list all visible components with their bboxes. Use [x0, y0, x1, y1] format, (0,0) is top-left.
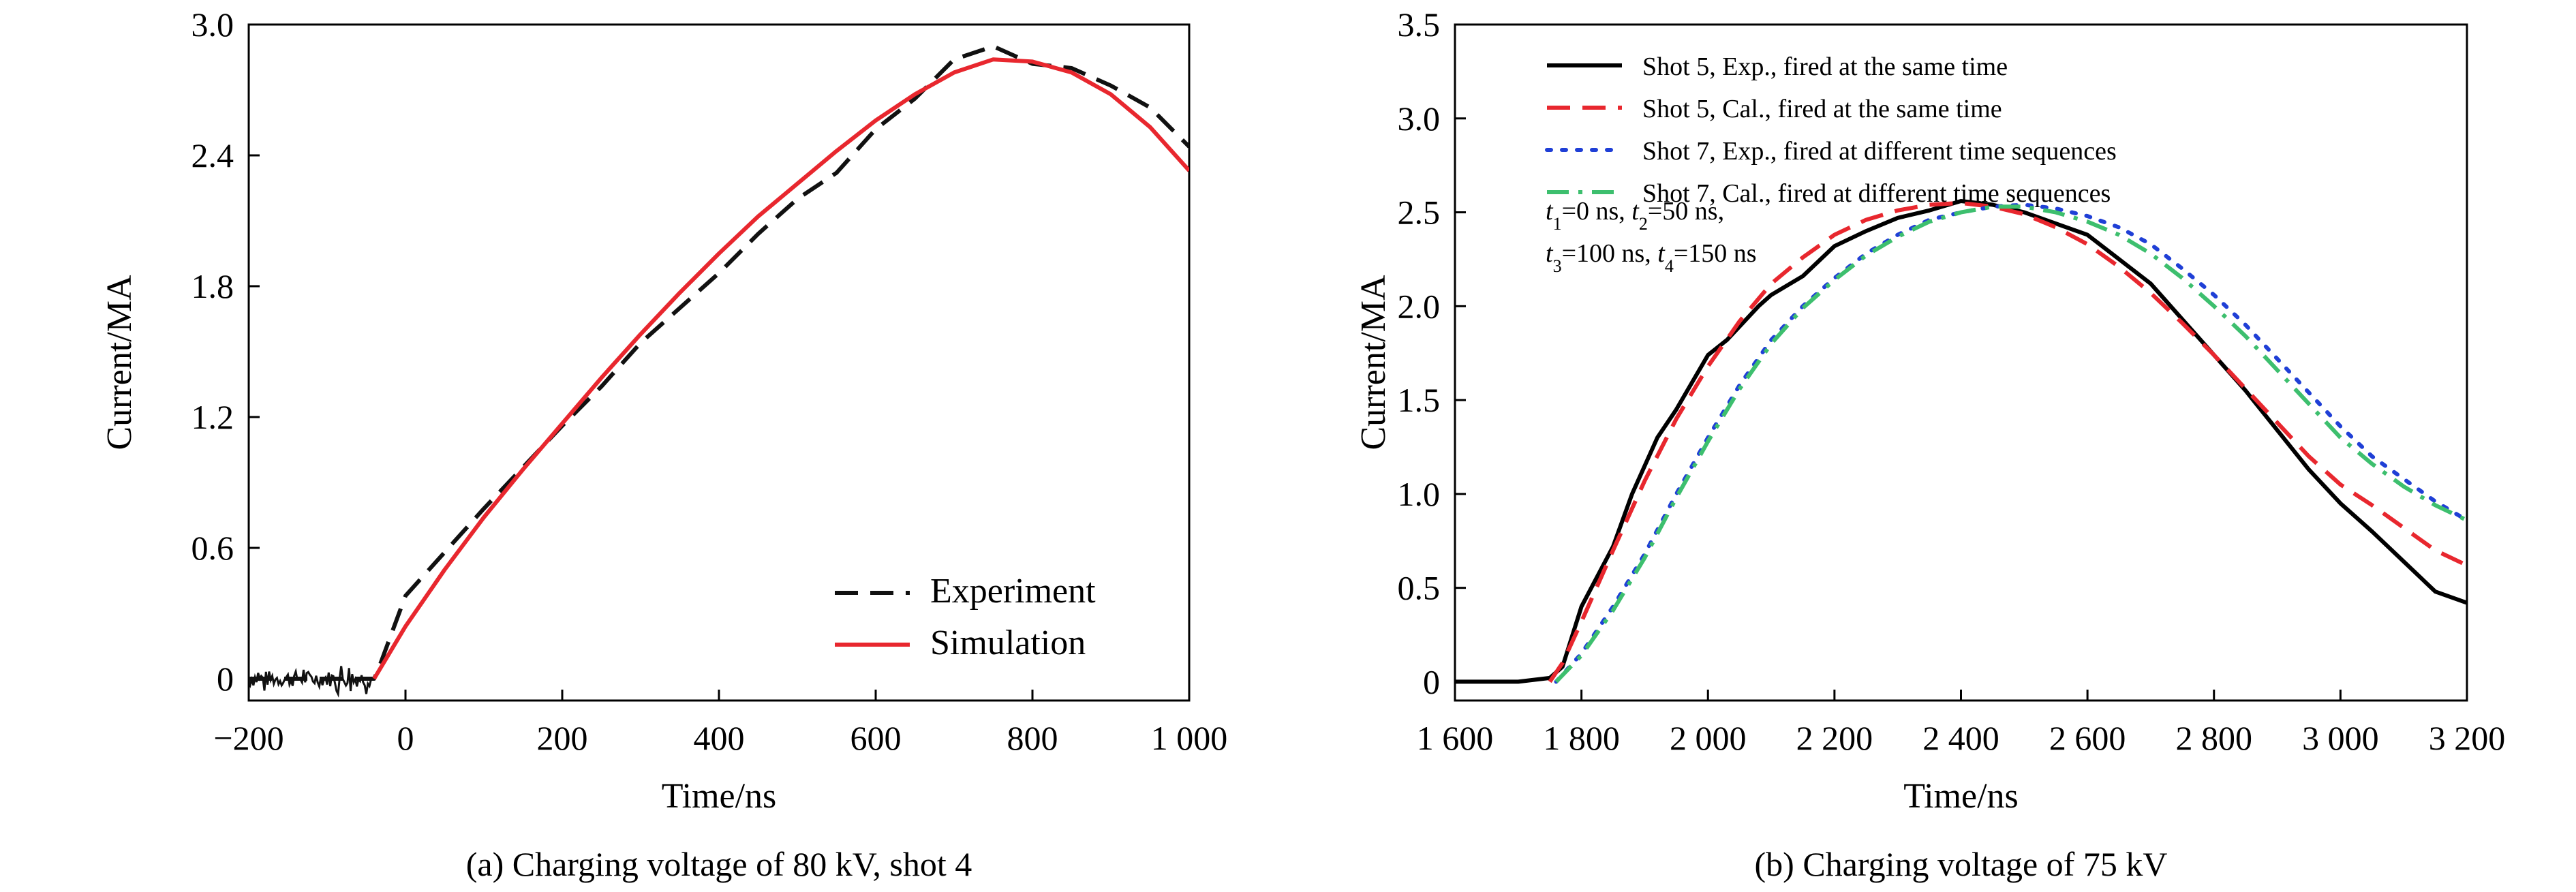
legend-label-2: Shot 5, Cal., fired at the same time — [1642, 95, 2002, 123]
y-tick-label: 1.5 — [1398, 381, 1441, 419]
y-tick-label: 1.0 — [1398, 475, 1441, 513]
x-tick-label: 0 — [397, 719, 414, 757]
x-tick-label: 1 600 — [1417, 719, 1494, 757]
series-line-2 — [372, 57, 1189, 680]
chart-b: 1 600 1 800 2 000 2 200 2 400 2 600 2 800 3 000… — [1354, 5, 2505, 883]
legend: Experiment Simulation — [835, 572, 1096, 662]
y-tick-label: 2.4 — [191, 136, 234, 174]
series-group — [249, 44, 1189, 698]
x-axis-title: Time/ns — [662, 777, 777, 816]
x-tick-label: 2 400 — [1922, 719, 1999, 757]
timing-note-line-1: t1=0 ns, t2=50 ns, — [1546, 197, 1724, 234]
x-tick-label: 2 200 — [1796, 719, 1873, 757]
series-group — [1455, 199, 2467, 684]
x-tick-label: 800 — [1007, 719, 1058, 757]
chart-caption: (a) Charging voltage of 80 kV, shot 4 — [466, 845, 972, 883]
series-line-1 — [1455, 199, 2467, 684]
x-tick-label: −200 — [213, 719, 283, 757]
x-tick-label: 2 000 — [1670, 719, 1747, 757]
x-tick-label: 3 000 — [2302, 719, 2379, 757]
y-tick-label: 0 — [217, 660, 234, 698]
chart-caption: (b) Charging voltage of 75 kV — [1755, 845, 2168, 883]
y-tick-label: 0.5 — [1398, 569, 1441, 607]
y-tick-label: 3.0 — [1398, 99, 1441, 138]
y-tick-label: 0.6 — [191, 529, 234, 567]
noise-trace — [249, 666, 375, 698]
x-axis-title: Time/ns — [1903, 777, 2019, 816]
series-line-4 — [1554, 204, 2467, 683]
legend: Shot 5, Exp., fired at the same time Shot… — [1545, 52, 2117, 208]
plot-frame — [1454, 23, 2468, 702]
x-tick-label: 1 800 — [1543, 719, 1620, 757]
y-axis-title: Current/MA — [100, 275, 139, 450]
y-axis-title: Current/MA — [1354, 275, 1393, 450]
x-tick-label: 1 000 — [1151, 719, 1228, 757]
x-tick-label: 3 200 — [2429, 719, 2506, 757]
timing-note-line-2: t3=100 ns, t4=150 ns — [1546, 239, 1757, 276]
series-line-3 — [1554, 202, 2467, 684]
y-tick-label: 2.0 — [1398, 287, 1441, 325]
x-tick-label: 2 800 — [2176, 719, 2253, 757]
x-tick-label: 400 — [694, 719, 745, 757]
legend-label-2: Simulation — [930, 624, 1086, 662]
x-tick-label: 200 — [537, 719, 588, 757]
y-tick-label: 2.5 — [1398, 194, 1441, 232]
y-tick-label: 1.2 — [191, 398, 234, 436]
legend-label-3: Shot 7, Exp., fired at different time se… — [1642, 137, 2117, 166]
y-tick-label: 1.8 — [191, 267, 234, 305]
x-tick-label: 2 600 — [2049, 719, 2126, 757]
chart-a: −200 0 200 400 600 800 1 000 0 0.6 1.2 1.8 2.4 3.0 Ti… — [100, 5, 1227, 883]
x-tick-label: 600 — [850, 719, 902, 757]
legend-label-1: Experiment — [930, 572, 1096, 611]
y-tick-label: 0 — [1423, 662, 1440, 701]
legend-label-1: Shot 5, Exp., fired at the same time — [1642, 52, 2008, 81]
series-line-2 — [1548, 200, 2467, 683]
y-tick-label: 3.5 — [1398, 5, 1441, 44]
y-tick-label: 3.0 — [191, 5, 234, 44]
legend-label-4: Shot 7, Cal., fired at different time se… — [1642, 179, 2111, 208]
